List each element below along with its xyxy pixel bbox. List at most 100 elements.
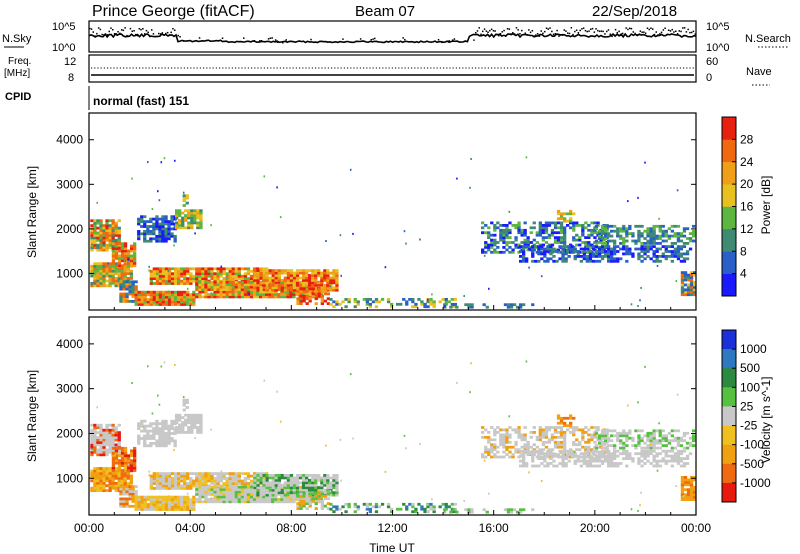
power-cell [307, 295, 311, 299]
power-cell [102, 229, 106, 232]
power-cell [210, 295, 214, 299]
velocity-cell [228, 488, 232, 491]
power-cell [216, 274, 220, 278]
velocity-cell [564, 462, 568, 465]
power-cell [90, 224, 94, 227]
velocity-cell [99, 481, 103, 485]
power-cell [559, 226, 564, 230]
power-cell [523, 231, 527, 235]
power-cell [544, 226, 549, 230]
power-cell [490, 233, 494, 237]
velocity-cell [546, 452, 550, 456]
velocity-cell [335, 481, 339, 485]
nsearch-point [480, 33, 482, 36]
power-colorbar-swatch [722, 139, 736, 163]
velocity-cell [204, 474, 208, 478]
velocity-cell [390, 507, 394, 511]
power-cell [177, 290, 181, 294]
power-cell [155, 272, 160, 276]
power-cell [591, 245, 596, 248]
velocity-cell [323, 483, 327, 487]
power-cell [607, 245, 611, 248]
power-cell [225, 267, 229, 271]
velocity-cell [181, 431, 185, 434]
velocity-cell [96, 436, 100, 439]
velocity-cell [637, 429, 641, 433]
power-cell [108, 284, 112, 288]
power-cell [305, 281, 309, 285]
power-cell [564, 259, 568, 263]
power-cell [365, 300, 369, 304]
velocity-cell [93, 481, 97, 485]
velocity-cell [120, 481, 124, 485]
velocity-cell [607, 452, 611, 456]
power-cell [683, 290, 688, 294]
velocity-cell [329, 502, 333, 506]
velocity-cell [365, 507, 369, 511]
velocity-cell [164, 474, 169, 478]
velocity-cell [225, 500, 229, 504]
power-cell [588, 257, 593, 261]
velocity-cell [683, 495, 688, 499]
power-cell [201, 274, 205, 278]
velocity-cell [228, 479, 232, 483]
power-cell [323, 286, 327, 290]
velocity-cell [670, 434, 674, 438]
power-cell [553, 241, 558, 244]
velocity-cell [102, 438, 106, 442]
velocity-cell [131, 497, 135, 501]
velocity-cell [99, 450, 103, 454]
nsearch-point [669, 30, 672, 32]
power-cell [561, 255, 565, 258]
power-cell [111, 274, 115, 278]
velocity-cell [544, 435, 549, 439]
power-cell [544, 221, 549, 225]
power-cell [311, 269, 315, 272]
power-cell [561, 245, 565, 248]
velocity-cell [541, 443, 545, 447]
power-cell [120, 264, 125, 268]
power-cell [255, 267, 260, 271]
power-cell [308, 289, 312, 293]
velocity-cell [152, 437, 156, 440]
power-cell [265, 288, 269, 292]
velocity-cell [143, 505, 147, 509]
velocity-cell [283, 488, 287, 492]
power-cell [174, 290, 178, 294]
velocity-cell [597, 459, 602, 463]
velocity-cell [183, 484, 187, 488]
velocity-cell [296, 502, 300, 505]
velocity-cell [399, 507, 403, 511]
velocity-cell [146, 498, 150, 501]
power-cell [547, 236, 552, 239]
power-cell [240, 295, 245, 299]
velocity-cell [420, 507, 424, 511]
power-cell [240, 285, 245, 289]
power-cell [386, 300, 391, 304]
velocity-cell [246, 490, 251, 494]
power-cell [152, 293, 156, 297]
velocity-cell [544, 440, 549, 444]
power-cell [185, 196, 189, 200]
nsearch-point [404, 38, 406, 41]
velocity-cell [314, 486, 318, 490]
power-cell [122, 300, 126, 303]
velocity-cell [335, 483, 339, 487]
power-cell [670, 242, 674, 245]
power-cell [149, 295, 153, 299]
power-cell [249, 285, 254, 289]
power-cell [585, 245, 589, 248]
power-cell [597, 232, 602, 235]
power-cell [189, 282, 193, 285]
velocity-cell [234, 498, 238, 501]
power-cell [114, 244, 119, 248]
velocity-cell [114, 446, 119, 450]
power-y-tick-label: 3000 [56, 177, 83, 191]
velocity-cell [661, 444, 665, 447]
velocity-cell [502, 433, 506, 437]
power-cell [505, 241, 509, 244]
power-cell [561, 247, 565, 251]
velocity-cell [108, 433, 112, 437]
power-cell [613, 239, 617, 243]
power-cell [582, 257, 586, 261]
